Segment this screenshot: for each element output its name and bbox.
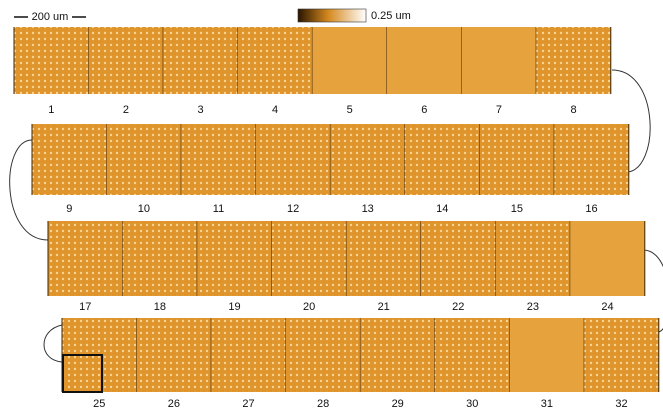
afm-panel	[89, 27, 164, 94]
afm-panel	[197, 221, 272, 296]
color-bar-label: 0.25 um	[371, 10, 411, 22]
afm-panel	[123, 221, 198, 296]
panel-label: 30	[466, 398, 478, 410]
panel-label: 32	[615, 398, 627, 410]
panel-label: 2	[123, 104, 129, 116]
afm-panel	[462, 27, 537, 94]
panel-label: 26	[168, 398, 180, 410]
afm-panel	[32, 124, 107, 195]
afm-panel	[570, 221, 645, 296]
afm-panel	[14, 27, 89, 94]
scale-bar-label: 200 um	[32, 11, 69, 23]
panel-label: 17	[79, 301, 91, 313]
panel-label: 1	[48, 104, 54, 116]
afm-panel	[137, 318, 212, 392]
afm-panel	[286, 318, 361, 392]
panel-label: 27	[242, 398, 254, 410]
panel-label: 4	[272, 104, 278, 116]
afm-panel	[211, 318, 286, 392]
afm-panel	[536, 27, 611, 94]
panel-label: 21	[378, 301, 390, 313]
afm-panel	[181, 124, 256, 195]
panel-label: 19	[228, 301, 240, 313]
panel-label: 8	[570, 104, 576, 116]
panel-label: 6	[421, 104, 427, 116]
panel-label: 28	[317, 398, 329, 410]
afm-panel	[48, 221, 123, 296]
page: 200 um 0.25 um 1234567891011121314151617…	[0, 0, 663, 414]
panel-label: 7	[496, 104, 502, 116]
afm-panel	[496, 221, 571, 296]
panel-label: 5	[347, 104, 353, 116]
panel-label: 13	[362, 203, 374, 215]
afm-panel	[510, 318, 585, 392]
afm-panel	[107, 124, 182, 195]
afm-panel	[163, 27, 238, 94]
panel-label: 11	[213, 203, 224, 215]
panel-label: 29	[392, 398, 404, 410]
panel-label: 16	[585, 203, 597, 215]
panel-label: 18	[154, 301, 166, 313]
panel-label: 22	[452, 301, 464, 313]
panel-label: 25	[93, 398, 105, 410]
connector	[44, 325, 62, 362]
figure: 200 um 0.25 um 1234567891011121314151617…	[0, 0, 663, 414]
panel-label: 24	[601, 301, 613, 313]
afm-panel	[360, 318, 435, 392]
afm-panel	[584, 318, 659, 392]
panel-label: 23	[527, 301, 539, 313]
panel-label: 20	[303, 301, 315, 313]
afm-panel	[435, 318, 510, 392]
panel-label: 3	[197, 104, 203, 116]
afm-panel	[405, 124, 480, 195]
afm-panel	[421, 221, 496, 296]
afm-panel	[346, 221, 421, 296]
afm-panel	[272, 221, 347, 296]
panel-label: 31	[541, 398, 553, 410]
panel-label: 9	[66, 203, 72, 215]
afm-panel	[312, 27, 387, 94]
afm-panel	[238, 27, 313, 94]
afm-panel	[256, 124, 331, 195]
afm-panel	[554, 124, 629, 195]
panel-label: 10	[138, 203, 150, 215]
afm-panel	[330, 124, 405, 195]
color-bar	[298, 9, 366, 22]
afm-panel	[387, 27, 462, 94]
panel-label: 12	[287, 203, 299, 215]
panel-label: 14	[436, 203, 448, 215]
panel-label: 15	[511, 203, 523, 215]
afm-panel	[480, 124, 555, 195]
